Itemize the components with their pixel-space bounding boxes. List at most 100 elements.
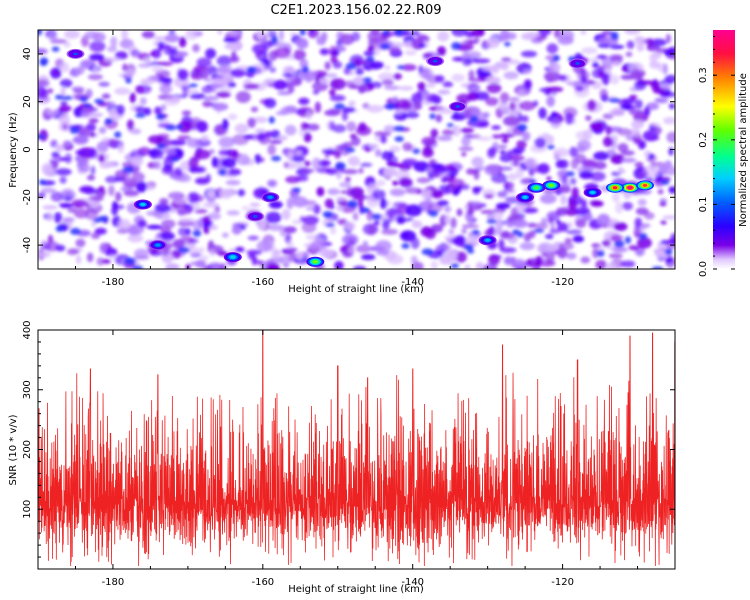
spectrogram-cell xyxy=(283,226,297,234)
spectrogram-cell xyxy=(172,193,181,200)
spectrogram-cell xyxy=(534,137,547,149)
spectrogram-cell xyxy=(396,215,406,225)
snr-axes: -180 -160 -140 -120 100 200 300 400 xyxy=(22,320,676,588)
spectrogram-cell xyxy=(256,260,264,265)
spectrogram-cell xyxy=(264,131,273,138)
spectrogram-cell xyxy=(401,64,417,71)
spectrogram-cell xyxy=(55,144,65,152)
spectrogram-cell xyxy=(326,73,338,78)
spectrogram-panel: -180 -160 -140 -120 -40 -20 0 20 40 Height of st… xyxy=(8,29,676,295)
spectrogram-cell xyxy=(565,229,583,235)
spectrogram-cell xyxy=(620,98,637,104)
spectrogram-cell xyxy=(624,30,641,35)
spectrogram-cell xyxy=(99,160,113,169)
spectrogram-cell xyxy=(489,146,497,155)
spectrogram-cell xyxy=(75,149,89,155)
spectrogram-cell xyxy=(668,186,675,194)
spectrogram-cell xyxy=(621,157,637,163)
spectrogram-cell xyxy=(347,246,356,254)
spectrogram-hotspot xyxy=(534,186,539,190)
spectrogram-cell xyxy=(508,110,523,117)
spectrogram-cell xyxy=(154,106,163,115)
spectrogram-cell xyxy=(372,81,383,89)
spectrogram-cell xyxy=(286,197,294,209)
spectrogram-cell xyxy=(380,135,387,144)
spectrogram-cell xyxy=(321,31,328,42)
spectrogram-cell xyxy=(178,36,187,48)
spectrogram-cell xyxy=(383,125,396,133)
spectrogram-cell xyxy=(181,110,192,116)
spectrogram-cell xyxy=(637,198,647,206)
spectrogram-cell xyxy=(307,123,320,131)
spectrogram-cell xyxy=(437,31,450,42)
spectrogram-cell xyxy=(124,257,136,265)
spectrogram-cell xyxy=(163,49,179,56)
spectrogram-cell xyxy=(547,86,564,93)
colorbar-label: Normalized spectral amplitude xyxy=(738,73,749,227)
spectrogram-cell xyxy=(69,127,80,134)
spectrogram-cell xyxy=(496,191,508,198)
spectrogram-cell xyxy=(477,71,486,80)
spectrogram-cell xyxy=(114,131,122,138)
spectrogram-cell xyxy=(226,210,240,216)
spectrogram-hotspots xyxy=(66,48,654,267)
spectrogram-cell xyxy=(448,178,466,189)
spectrogram-cell xyxy=(522,131,531,141)
spectrogram-cell xyxy=(256,240,272,253)
spectrogram-cell xyxy=(334,260,344,269)
spectrogram-cell xyxy=(451,30,468,37)
spectrogram-cell xyxy=(69,227,81,235)
spectrogram-hotspot xyxy=(642,184,648,187)
spectrogram-cell xyxy=(668,147,674,156)
spectrogram-cell xyxy=(630,69,643,81)
spectrogram-cell xyxy=(199,254,209,262)
spectrogram-cell xyxy=(250,106,259,113)
spectrogram-cell xyxy=(523,79,532,90)
spectrogram-cell xyxy=(303,160,311,167)
spectrogram-cell xyxy=(666,131,675,143)
spectrogram-cell xyxy=(42,205,58,210)
spectrogram-cell xyxy=(382,219,390,230)
spectrogram-cell xyxy=(411,261,424,269)
spectrogram-cell xyxy=(668,262,674,269)
spectrogram-cell xyxy=(394,30,404,36)
spectrogram-cell xyxy=(406,111,420,119)
spectrogram-cell xyxy=(516,90,526,97)
spectrogram-cell xyxy=(273,248,280,257)
spectrogram-cell xyxy=(345,147,356,153)
spectrogram-cell xyxy=(46,212,54,222)
spectrogram-cell xyxy=(523,232,532,242)
spectrogram-cell xyxy=(109,253,115,260)
spectrogram-cell xyxy=(510,207,518,220)
spectrogram-cell xyxy=(89,132,96,138)
spectrogram-cell xyxy=(545,233,554,240)
spectrogram-cell xyxy=(587,99,597,111)
spectrogram-cell xyxy=(105,118,113,125)
spectrogram-cell xyxy=(439,244,452,251)
spectrogram-cell xyxy=(597,37,610,45)
spectrogram-cell xyxy=(224,42,241,50)
spectrogram-cell xyxy=(465,168,477,175)
spectrogram-cell xyxy=(590,200,604,207)
spectrogram-cell xyxy=(559,30,575,42)
spectrogram-cell xyxy=(569,177,577,185)
spectrogram-cell xyxy=(355,244,372,253)
spectrogram-cell xyxy=(468,69,475,80)
spectrogram-cell xyxy=(475,261,484,269)
spectrogram-cell xyxy=(546,211,561,221)
spectrogram-cell xyxy=(92,32,106,43)
spectrogram-cell xyxy=(352,76,366,86)
spectrogram-cell xyxy=(235,91,251,103)
spectrogram-cell xyxy=(319,248,333,258)
spectrogram-cell xyxy=(115,51,128,60)
spectrogram-cell xyxy=(417,82,426,90)
spectrogram-cell xyxy=(572,235,585,243)
spectrogram-cell xyxy=(472,229,480,235)
spectrogram-cell xyxy=(503,71,519,80)
spectrogram-hotspot xyxy=(549,184,554,187)
spectrogram-cell xyxy=(178,217,194,223)
spectrogram-cell xyxy=(464,264,471,269)
spectrogram-cell xyxy=(83,103,92,108)
spectrogram-cell xyxy=(499,133,515,138)
spectrogram-cell xyxy=(151,66,163,73)
